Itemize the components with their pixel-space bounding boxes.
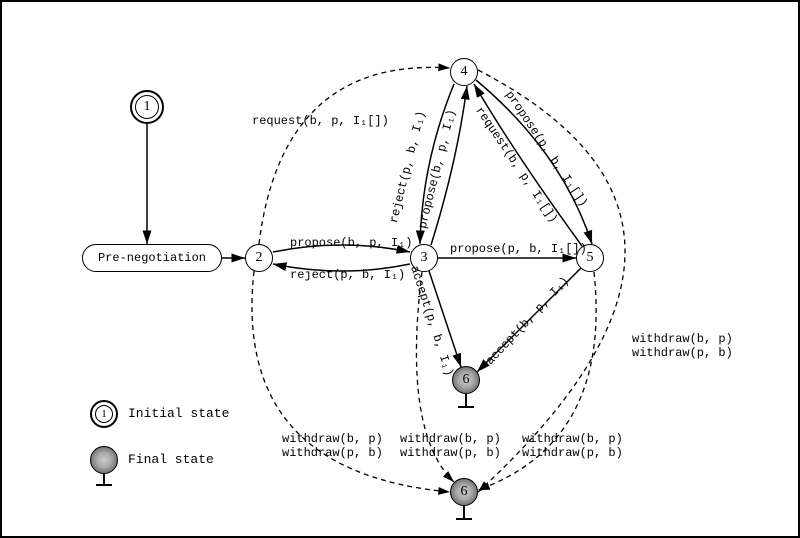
- state-6b-label: 6: [461, 484, 468, 500]
- withdraw-label-5a: withdraw(b, p): [522, 432, 623, 446]
- edge-label-propose-3-5: propose(p, b, I₁[]): [450, 242, 587, 256]
- edge-label-request-5-4: request(b, p, I₁[]): [472, 104, 560, 225]
- state-1-inner: 1: [135, 95, 159, 119]
- withdraw-label-3b: withdraw(p, b): [400, 446, 501, 460]
- withdraw-label-4a: withdraw(b, p): [632, 332, 733, 346]
- withdraw-label-5b: withdraw(p, b): [522, 446, 623, 460]
- edge-label-reject-3-2: reject(p, b, I₁): [290, 268, 405, 282]
- state-3-label: 3: [421, 250, 428, 266]
- legend-initial-text: Initial state: [128, 406, 229, 421]
- legend-final-text: Final state: [128, 452, 214, 467]
- withdraw-label-4b: withdraw(p, b): [632, 346, 733, 360]
- edge-label-accept-3-6: accept(p, b, I₁): [407, 264, 456, 378]
- state-2: 2: [245, 244, 273, 272]
- diagram-stage: 1 Pre-negotiation 2 3 4 5 6 6 request(b,…: [0, 0, 800, 538]
- edge-label-accept-5-6: accept(b, p, I₁): [483, 274, 572, 368]
- edge-label-propose-4-5: propose(p, b, I₁[]): [502, 88, 590, 209]
- state-6-accept-final: 6: [452, 366, 480, 394]
- state-1-label: 1: [144, 99, 151, 115]
- state-6a-label: 6: [463, 372, 470, 388]
- final-cross-6b: [456, 518, 472, 520]
- state-4-label: 4: [461, 64, 468, 80]
- withdraw-label-2b: withdraw(p, b): [282, 446, 383, 460]
- legend-initial-1: 1: [101, 408, 107, 420]
- state-1-initial: 1: [130, 90, 164, 124]
- withdraw-label-2a: withdraw(b, p): [282, 432, 383, 446]
- edge-label-propose-2-3: propose(b, p, I₁): [290, 236, 412, 250]
- final-cross-6a: [458, 406, 474, 408]
- pre-negotiation-box: Pre-negotiation: [82, 244, 222, 272]
- state-5-label: 5: [587, 250, 594, 266]
- legend-initial-icon: 1: [90, 400, 118, 428]
- state-4: 4: [450, 58, 478, 86]
- withdraw-label-3a: withdraw(b, p): [400, 432, 501, 446]
- state-2-label: 2: [256, 250, 263, 266]
- legend-final-cross: [96, 484, 112, 486]
- legend-initial-inner: 1: [95, 405, 113, 423]
- state-6-withdraw-final: 6: [450, 478, 478, 506]
- pre-negotiation-label: Pre-negotiation: [98, 251, 206, 265]
- edge-label-request-2-4: request(b, p, I₁[]): [252, 114, 389, 128]
- legend-final-icon: [90, 446, 118, 474]
